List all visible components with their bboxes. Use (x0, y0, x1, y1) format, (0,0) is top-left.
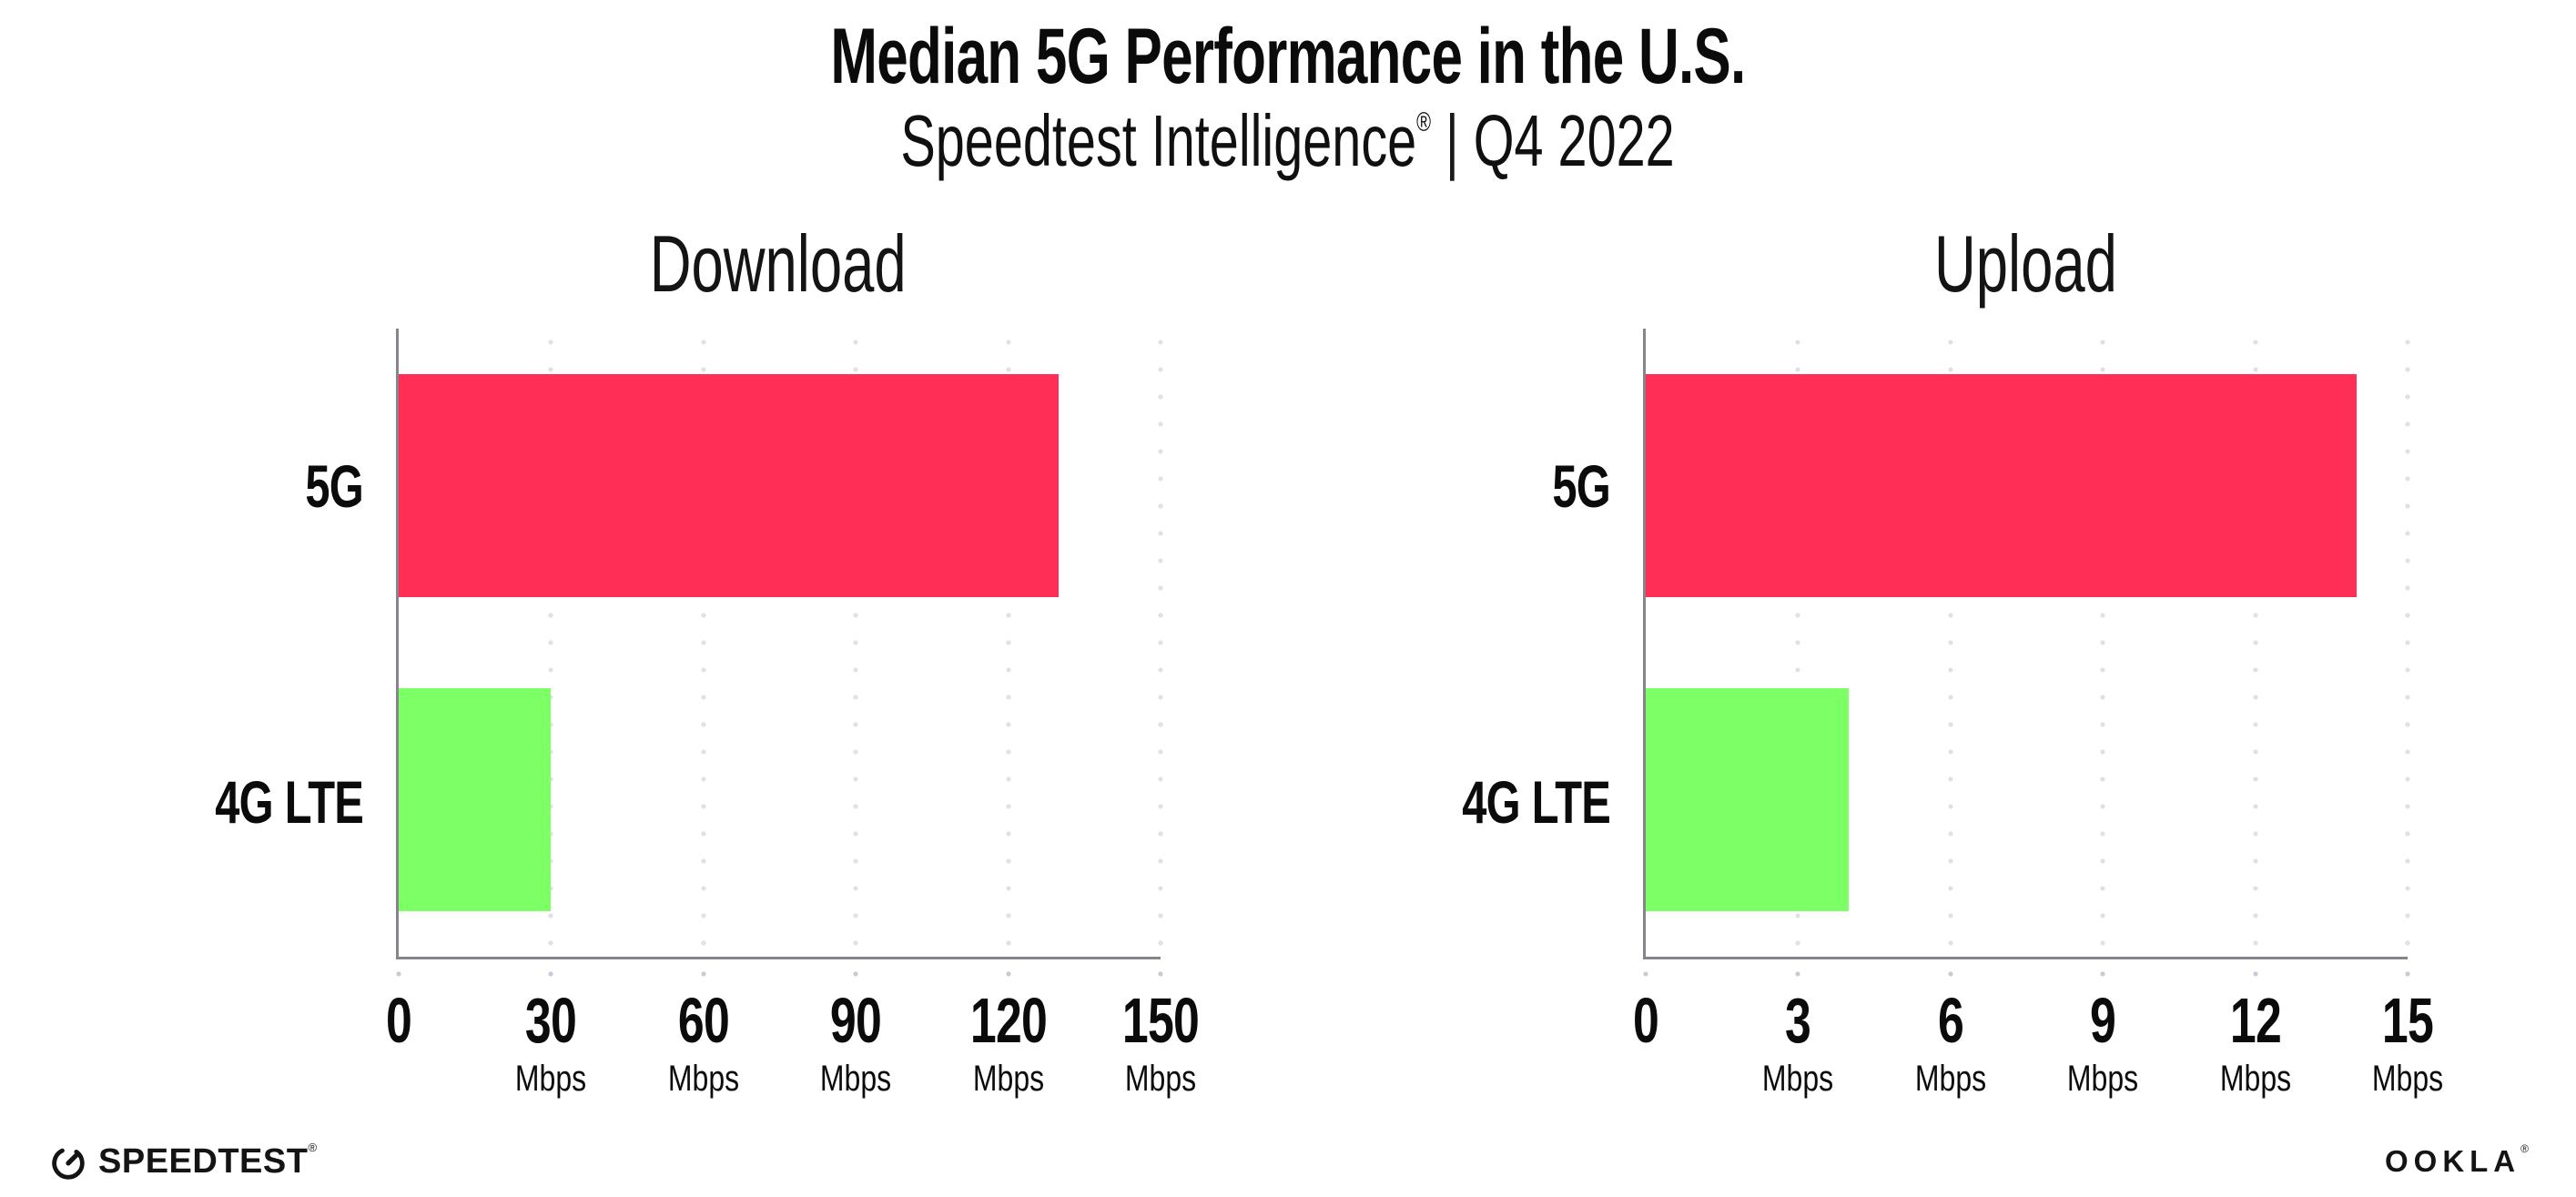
x-tick-60: 60 Mbps (667, 984, 739, 1099)
x-tick-6: 6 Mbps (1914, 984, 1986, 1099)
category-label-4g-lte: 4G LTE (1462, 767, 1611, 836)
x-tick-90: 90 Mbps (820, 984, 892, 1099)
upload-plot-area: 0 3 Mbps 6 Mbps 9 Mbps 12 Mbps 15 Mbps (1633, 328, 2443, 1099)
footer: SPEEDTEST® OOKLA® (0, 1141, 2576, 1182)
category-label-5g: 5G (1552, 452, 1610, 521)
subtitle-period: Q4 2022 (1474, 99, 1676, 181)
upload-x-axis-tick-labels: 0 3 Mbps 6 Mbps 9 Mbps 12 Mbps 15 Mbps (1633, 957, 2443, 1130)
page-title: Median 5G Performance in the U.S. (0, 15, 2576, 99)
x-tick-12: 12 Mbps (2219, 984, 2291, 1099)
category-row-5g: 5G (168, 329, 396, 644)
x-tick-9: 9 Mbps (2067, 984, 2139, 1099)
category-row-4g-lte: 4G LTE (168, 644, 396, 959)
speedtest-logo: SPEEDTEST® (47, 1141, 317, 1182)
speedtest-gauge-icon (52, 1148, 85, 1180)
unit-label: Mbps (1124, 1058, 1197, 1099)
ookla-registered-mark: ® (2520, 1142, 2529, 1155)
upload-y-axis-labels: 5G 4G LTE (1415, 329, 1643, 959)
unit-label: Mbps (1762, 1058, 1834, 1099)
download-plot-area: 0 30 Mbps 60 Mbps 90 Mbps 120 Mbps 150 Mbps (386, 328, 1200, 1099)
unit-label: Mbps (972, 1058, 1044, 1099)
page-subtitle: Speedtest Intelligence® | Q4 2022 (0, 99, 2576, 181)
upload-band-4g-lte (1646, 643, 2408, 957)
download-chart: Download 5G 4G LTE 0 30 Mbps 60 Mbps 90 Mbp… (168, 218, 1200, 1099)
download-bar-5g (399, 373, 1060, 597)
upload-band-5g (1646, 329, 2408, 643)
ookla-logo: OOKLA® (2384, 1142, 2529, 1179)
subtitle-brand: Speedtest Intelligence (900, 99, 1417, 181)
category-row-4g-lte: 4G LTE (1415, 644, 1643, 959)
unit-label: Mbps (820, 1058, 892, 1099)
x-tick-0: 0 (1632, 984, 1659, 1056)
upload-bar-5g (1646, 373, 2358, 597)
download-chart-title-wrap: Download (396, 218, 1161, 312)
page-title-text: Median 5G Performance in the U.S. (830, 13, 1746, 100)
x-tick-150: 150 Mbps (1109, 984, 1212, 1100)
unit-label: Mbps (2219, 1058, 2291, 1099)
category-label-4g-lte: 4G LTE (215, 767, 364, 836)
subtitle-separator: | (1445, 99, 1460, 181)
unit-label: Mbps (667, 1058, 739, 1099)
header: Median 5G Performance in the U.S. Speedt… (0, 0, 2576, 179)
unit-label: Mbps (2371, 1058, 2444, 1099)
category-row-5g: 5G (1415, 329, 1643, 644)
download-chart-body: 5G 4G LTE 0 30 Mbps 60 Mbps 90 Mbps 120 Mbps… (168, 328, 1200, 1099)
unit-label: Mbps (2067, 1058, 2139, 1099)
download-x-axis-tick-labels: 0 30 Mbps 60 Mbps 90 Mbps 120 Mbps 150 Mbps (386, 957, 1200, 1130)
category-label-5g: 5G (305, 452, 363, 521)
unit-label: Mbps (1914, 1058, 1986, 1099)
ookla-wordmark: OOKLA (2384, 1144, 2521, 1178)
download-band-5g (399, 329, 1161, 643)
x-tick-120: 120 Mbps (957, 984, 1060, 1100)
download-y-axis-labels: 5G 4G LTE (168, 329, 396, 959)
chart-title-download: Download (650, 218, 907, 309)
x-tick-3: 3 Mbps (1762, 984, 1834, 1099)
upload-chart-title-wrap: Upload (1643, 218, 2408, 312)
x-tick-0: 0 (385, 984, 412, 1056)
upload-chart: Upload 5G 4G LTE 0 3 Mbps 6 Mbps 9 Mbps 12 M… (1415, 218, 2443, 1099)
download-bar-4g-lte (399, 687, 552, 911)
x-tick-15: 15 Mbps (2371, 984, 2444, 1099)
download-band-4g-lte (399, 643, 1161, 957)
charts-row: Download 5G 4G LTE 0 30 Mbps 60 Mbps 90 Mbp… (0, 218, 2576, 1099)
upload-bar-4g-lte (1646, 687, 1850, 911)
chart-title-upload: Upload (1933, 218, 2117, 309)
upload-chart-body: 5G 4G LTE 0 3 Mbps 6 Mbps 9 Mbps 12 Mbps 15 M… (1415, 328, 2443, 1099)
unit-label: Mbps (515, 1058, 587, 1099)
registered-trademark-symbol: ® (1416, 107, 1432, 137)
x-tick-30: 30 Mbps (515, 984, 587, 1099)
speedtest-registered-mark: ® (308, 1140, 318, 1154)
speedtest-wordmark: SPEEDTEST (98, 1141, 309, 1181)
